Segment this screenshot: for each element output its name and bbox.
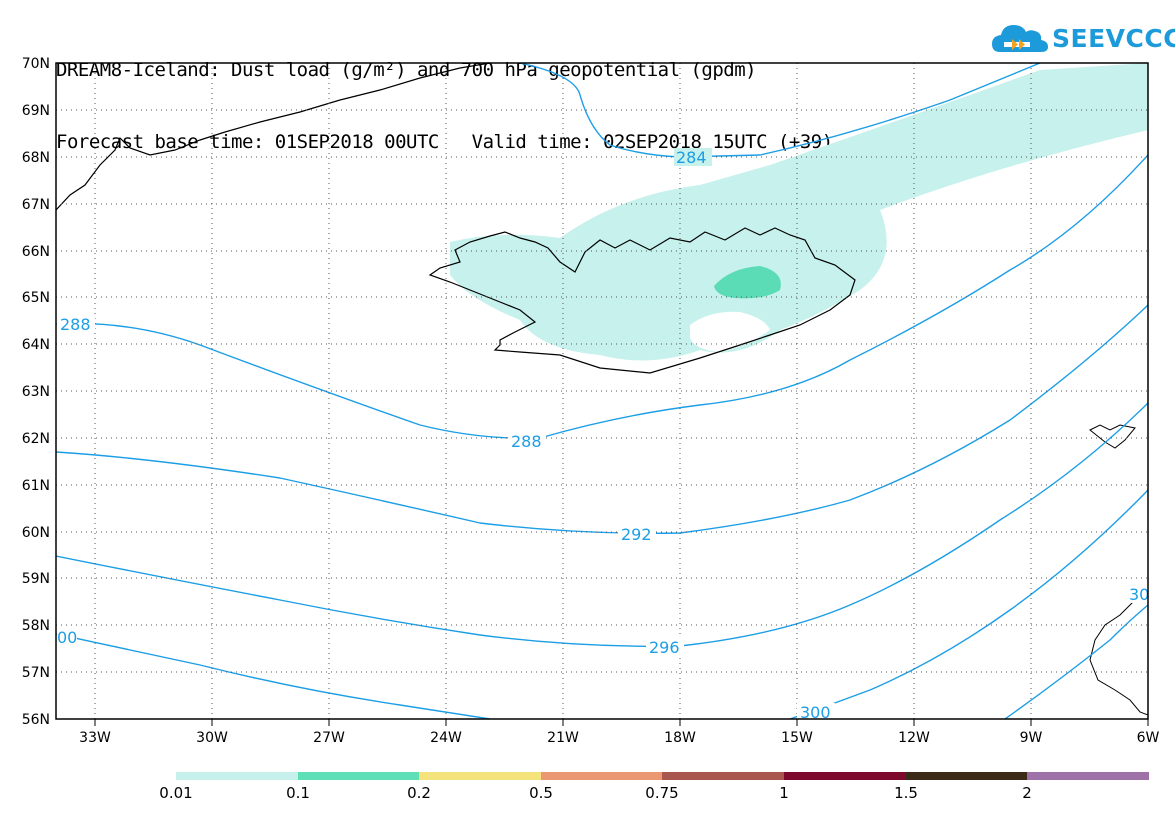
- contour-label-284: 284: [676, 148, 707, 167]
- contour-300-east: [789, 489, 1148, 719]
- lat-label: 65N: [22, 290, 50, 306]
- legend-swatch: [1027, 772, 1149, 780]
- contour-label-300: 300: [800, 703, 831, 722]
- title-line-1: DREAM8-Iceland: Dust load (g/m²) and 700…: [56, 59, 757, 81]
- map-frame: [55, 62, 1149, 720]
- seevccc-logo: SEEVCCC: [990, 20, 1175, 60]
- faroe-islands-coast: [1089, 424, 1136, 449]
- lon-label: 18W: [664, 730, 696, 746]
- legend-colorbar: [176, 772, 1149, 780]
- contour-label-00: 00: [57, 628, 77, 647]
- lat-label: 60N: [22, 525, 50, 541]
- contour-300: [56, 633, 491, 719]
- contour-label-30: 30: [1129, 585, 1149, 604]
- legend-label: 0.5: [529, 784, 553, 802]
- lat-label: 61N: [22, 478, 50, 494]
- lat-label: 59N: [22, 571, 50, 587]
- contour-label-288-west: 288: [60, 315, 91, 334]
- contour-label-292: 292: [621, 525, 652, 544]
- lon-label: 15W: [781, 730, 813, 746]
- graticule: [56, 63, 1148, 719]
- legend-swatch: [419, 772, 541, 780]
- dust-core: [714, 266, 781, 299]
- greenland-coast: [56, 63, 491, 211]
- dust-load-map: 284 288 288 292 296 300 00 30 70N 69N 68…: [22, 56, 1160, 780]
- legend-label: 0.75: [645, 784, 679, 802]
- logo-text: SEEVCCC: [1052, 24, 1175, 53]
- legend-swatch: [541, 772, 662, 780]
- lat-label: 69N: [22, 103, 50, 119]
- legend-label: 0.01: [159, 784, 193, 802]
- legend-swatch: [784, 772, 906, 780]
- lat-label: 57N: [22, 665, 50, 681]
- lon-label: 24W: [430, 730, 462, 746]
- legend-swatch: [176, 772, 298, 780]
- lat-label: 63N: [22, 384, 50, 400]
- legend-label: 0.1: [286, 784, 310, 802]
- lat-label: 56N: [22, 712, 50, 728]
- contour-label-288: 288: [511, 432, 542, 451]
- contour-284: [519, 63, 1041, 158]
- lon-label: 33W: [79, 730, 111, 746]
- title-line-2: Forecast base time: 01SEP2018 00UTC Vali…: [56, 131, 833, 153]
- legend-swatch: [906, 772, 1027, 780]
- contour-288-north: [56, 154, 1148, 439]
- contour-label-296: 296: [649, 638, 680, 657]
- contour-296: [56, 402, 1148, 647]
- iceland-coast: [428, 227, 856, 374]
- legend-swatch: [298, 772, 419, 780]
- lon-label: 27W: [313, 730, 345, 746]
- map-title: DREAM8-Iceland: Dust load (g/m²) and 700…: [56, 10, 833, 178]
- lat-label: 68N: [22, 150, 50, 166]
- scotland-coast: [1089, 584, 1148, 716]
- legend-label: 0.2: [407, 784, 431, 802]
- lat-label: 67N: [22, 197, 50, 213]
- lat-label: 58N: [22, 618, 50, 634]
- lon-label: 30W: [196, 730, 228, 746]
- lat-label: 66N: [22, 244, 50, 260]
- lon-label: 12W: [898, 730, 930, 746]
- contour-292: [56, 304, 1148, 534]
- lat-label: 64N: [22, 337, 50, 353]
- cloud-logo-icon: [992, 25, 1048, 52]
- lon-label: 6W: [1137, 730, 1160, 746]
- lon-label: 21W: [547, 730, 579, 746]
- contour-304: [1004, 604, 1148, 719]
- legend-label: 2: [1022, 784, 1032, 802]
- lat-label: 62N: [22, 431, 50, 447]
- dust-plume-light: [450, 63, 1148, 361]
- legend-label: 1: [779, 784, 789, 802]
- dust-plume-clear-area: [690, 311, 770, 352]
- legend-label: 1.5: [894, 784, 918, 802]
- legend-swatch: [662, 772, 784, 780]
- lon-label: 9W: [1020, 730, 1043, 746]
- lat-label: 70N: [22, 56, 50, 72]
